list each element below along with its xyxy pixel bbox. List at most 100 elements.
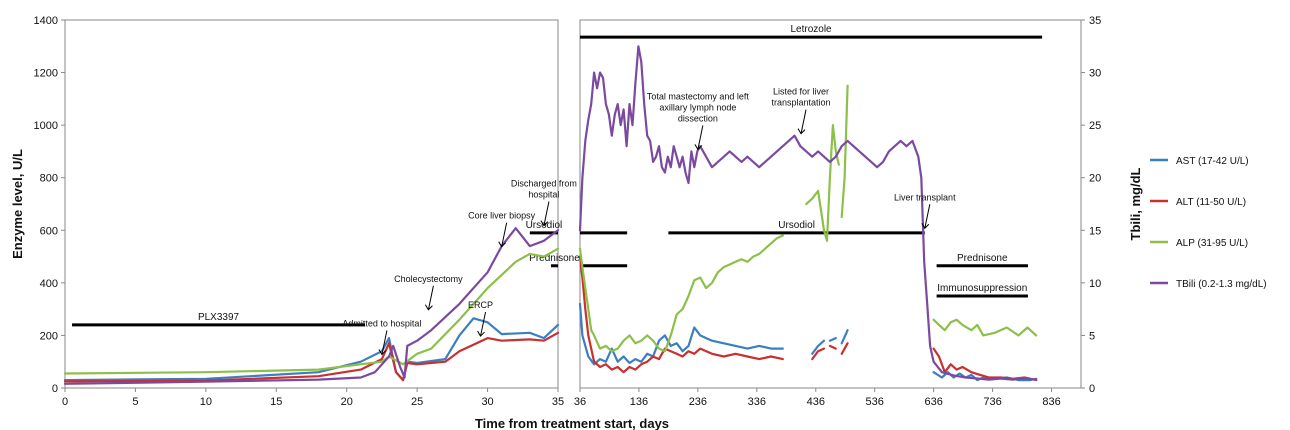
x-left-tick-label: 25 <box>411 396 423 408</box>
treatment-bar-label: Letrozole <box>790 24 832 35</box>
series-line-alp-right <box>578 234 784 353</box>
x-right-tick-label: 136 <box>630 396 648 408</box>
x-left-tick-label: 15 <box>270 396 282 408</box>
series-line-alp-right <box>840 84 849 219</box>
annotation-arrow-line <box>543 201 550 226</box>
x-left-tick-label: 10 <box>200 396 212 408</box>
series-line-alt-right <box>932 347 1038 382</box>
y-left-tick-label: 1200 <box>34 68 58 80</box>
annotation-arrow-head <box>498 241 507 248</box>
y-left-tick-label: 200 <box>40 330 58 342</box>
y-left-axis-title: Enzyme level, U/L <box>10 149 25 259</box>
annotation-arrow-line <box>800 109 807 134</box>
legend-entry: AST (17-42 U/L) <box>1176 156 1249 167</box>
annotation-label-right: axillary lymph node <box>659 102 736 112</box>
annotations: Admitted to hospital Cholecystectomy Core … <box>342 87 956 356</box>
annotation-arrow-line <box>427 285 434 310</box>
x-left-tick-label: 20 <box>341 396 353 408</box>
series-line-alp-right <box>932 318 1038 337</box>
annotation-label-left: hospital <box>528 190 559 200</box>
annotation-label-left: Admitted to hospital <box>342 318 421 328</box>
legend-entry: TBili (0.2-1.3 mg/dL) <box>1176 279 1267 290</box>
y-right-tick-label: 0 <box>1089 383 1095 395</box>
series-line-tbili-right <box>578 45 1038 381</box>
right-axis-ticks: 0 5 10 15 20 25 30 35 <box>1081 15 1101 395</box>
annotation-arrow-line <box>480 311 487 337</box>
y-right-tick-label: 10 <box>1089 278 1101 290</box>
treatment-bar-label: PLX3397 <box>198 312 240 323</box>
right-panel-frame <box>579 19 1082 389</box>
y-left-tick-label: 1400 <box>34 15 58 27</box>
treatment-bar-label: Ursodiol <box>778 220 815 231</box>
series-line-ast-right <box>828 337 837 342</box>
x-ticks-right: 36 136 236 336 436 536 636 736 836 <box>574 388 1061 408</box>
annotation-arrow-line <box>697 125 704 150</box>
annotation-arrow-head <box>694 144 703 151</box>
x-left-tick-label: 0 <box>62 396 68 408</box>
annotation-label-right: Total mastectomy and left <box>647 91 750 101</box>
annotation-arrow-head <box>921 223 930 230</box>
annotation-arrow-head <box>797 128 806 135</box>
left-panel-frame <box>64 19 559 389</box>
x-right-tick-label: 336 <box>748 396 766 408</box>
left-axis-ticks: 0 200 400 600 800 1000 1200 1400 <box>34 15 65 395</box>
series-line-alt-right <box>811 347 826 361</box>
annotation-label-left: Discharged from <box>511 179 577 189</box>
treatment-bar-label: Immunosuppression <box>937 283 1027 294</box>
series-line-alt-left <box>63 331 560 383</box>
annotation-label-right: dissection <box>678 113 718 123</box>
annotation-arrow-head <box>424 304 433 311</box>
series-line-ast-left <box>63 317 560 382</box>
y-right-tick-label: 20 <box>1089 173 1101 185</box>
legend: AST (17-42 U/L) ALT (11-50 U/L) ALP (31-95… <box>1150 156 1267 290</box>
x-ticks-left: 0 5 10 15 20 25 30 35 <box>62 388 564 408</box>
y-left-tick-label: 600 <box>40 225 58 237</box>
legend-entry: ALT (11-50 U/L) <box>1176 197 1246 208</box>
series-line-alp-left <box>63 247 560 375</box>
y-left-tick-label: 800 <box>40 173 58 185</box>
series-line-ast-right <box>811 339 826 355</box>
annotation-label-left: ERCP <box>468 300 493 310</box>
series-line-alt-right <box>578 255 784 374</box>
x-right-tick-label: 536 <box>866 396 884 408</box>
annotation-label-right: Listed for liver <box>773 87 829 97</box>
series-lines <box>63 45 1038 385</box>
y-left-tick-label: 1000 <box>34 120 58 132</box>
treatment-bars: PLX3397UrsodiolPrednisoneLetrozoleUrsodi… <box>72 24 1043 327</box>
y-right-tick-label: 30 <box>1089 68 1101 80</box>
series-line-ast-right <box>578 302 784 366</box>
annotation-label-left: Cholecystectomy <box>394 274 463 284</box>
annotation-arrow-head <box>540 220 549 227</box>
y-right-tick-label: 25 <box>1089 120 1101 132</box>
x-right-tick-label: 836 <box>1042 396 1060 408</box>
y-right-tick-label: 5 <box>1089 330 1095 342</box>
y-right-tick-label: 35 <box>1089 15 1101 27</box>
treatment-bar-label: Prednisone <box>529 253 580 264</box>
x-left-tick-label: 5 <box>132 396 138 408</box>
x-right-tick-label: 36 <box>574 396 586 408</box>
annotation-arrow-line <box>924 204 931 229</box>
annotation-label-right: transplantation <box>772 98 831 108</box>
y-left-tick-label: 0 <box>52 383 58 395</box>
x-left-tick-label: 30 <box>481 396 493 408</box>
annotation-label-right: Liver transplant <box>894 192 956 202</box>
x-axis-title: Time from treatment start, days <box>475 416 669 430</box>
x-right-tick-label: 236 <box>689 396 707 408</box>
annotation-label-left: Core liver biopsy <box>468 211 536 221</box>
annotation-arrow-head <box>477 330 485 337</box>
series-line-alp-right <box>805 124 840 242</box>
y-left-tick-label: 400 <box>40 278 58 290</box>
series-line-alt-right <box>828 344 837 350</box>
y-right-axis-title: Tbili, mg/dL <box>1128 167 1143 240</box>
legend-entry: ALP (31-95 U/L) <box>1176 238 1248 249</box>
x-right-tick-label: 436 <box>807 396 825 408</box>
annotation-arrow-head <box>378 349 387 356</box>
series-line-ast-right <box>840 329 849 345</box>
treatment-bar-label: Prednisone <box>957 253 1008 264</box>
series-line-tbili-left <box>63 227 560 385</box>
series-line-alt-right <box>840 342 849 355</box>
x-right-tick-label: 736 <box>983 396 1001 408</box>
annotation-arrow-line <box>501 222 508 247</box>
x-right-tick-label: 636 <box>924 396 942 408</box>
